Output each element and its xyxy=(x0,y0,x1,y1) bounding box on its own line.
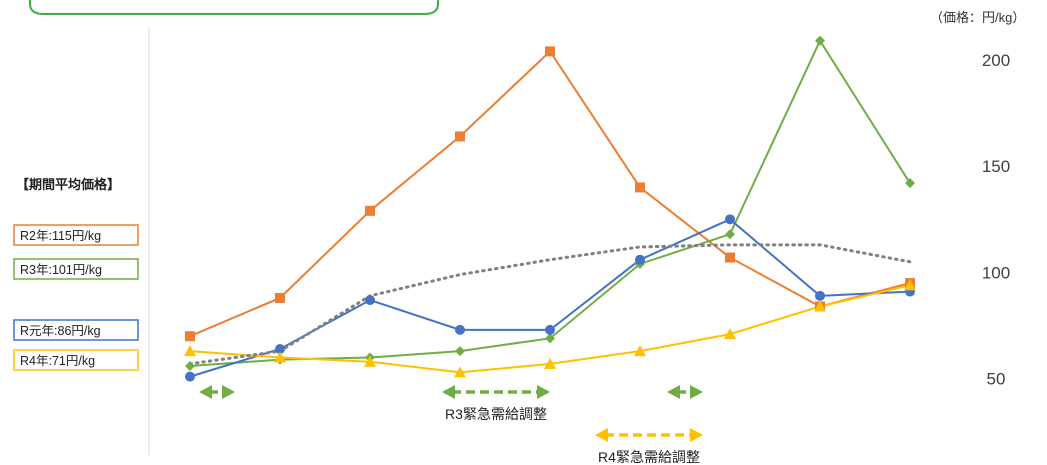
legend-label: R4年:71円/kg xyxy=(20,354,95,368)
legend-title: 【期間平均価格】 xyxy=(16,177,120,192)
legend-box xyxy=(13,349,139,371)
arrow-head-right xyxy=(537,385,550,399)
data-point xyxy=(455,346,465,357)
series-line xyxy=(189,49,911,338)
data-point xyxy=(905,178,915,189)
legend-label: R2年:115円/kg xyxy=(20,229,101,243)
data-point xyxy=(635,182,645,193)
y-tick-label: 50 xyxy=(987,370,1006,389)
data-point xyxy=(904,279,916,291)
arrow-head-left xyxy=(199,385,212,399)
data-point xyxy=(635,254,645,265)
y-tick-label: 200 xyxy=(982,51,1010,70)
legend-box xyxy=(13,319,139,341)
data-point xyxy=(815,35,825,46)
series-line xyxy=(188,243,912,366)
unit-label: （価格：円/kg） xyxy=(930,10,1025,25)
y-tick-labels: 50 100 150 200 xyxy=(982,51,1010,389)
data-point xyxy=(634,345,646,357)
y-tick-label: 100 xyxy=(982,263,1010,282)
arrow-head-right xyxy=(690,428,703,442)
data-point xyxy=(364,355,376,367)
arrow-head-left xyxy=(667,385,680,399)
data-point xyxy=(455,324,465,335)
legend-box xyxy=(13,258,139,280)
series-line xyxy=(189,38,911,367)
data-point xyxy=(545,333,555,344)
period-annotations: R3緊急需給調整 R4緊急需給調整 xyxy=(199,385,703,465)
arrow-head-right xyxy=(222,385,235,399)
series-line xyxy=(189,218,911,378)
data-point xyxy=(185,371,195,382)
data-point xyxy=(454,366,466,378)
data-point xyxy=(365,205,375,216)
data-point xyxy=(814,300,826,312)
data-point xyxy=(184,345,196,357)
period-label: R4緊急需給調整 xyxy=(598,449,700,465)
data-point xyxy=(185,360,195,371)
arrow-head-left xyxy=(595,428,608,442)
legend: R2年:115円/kg R3年:101円/kg R元年:86円/kg R4年:71円/… xyxy=(13,224,139,371)
arrow-head-left xyxy=(442,385,455,399)
legend-box xyxy=(13,224,139,246)
data-point xyxy=(545,324,555,335)
header-frame xyxy=(29,0,439,15)
data-point xyxy=(724,328,736,340)
period-label: R3緊急需給調整 xyxy=(445,406,547,422)
data-point xyxy=(365,295,375,306)
data-point xyxy=(725,214,735,225)
legend-label: R元年:86円/kg xyxy=(20,324,101,338)
data-point xyxy=(815,290,825,301)
data-point xyxy=(185,331,195,342)
data-point xyxy=(725,229,735,240)
data-point xyxy=(544,357,556,369)
data-point xyxy=(274,351,286,363)
series-markers xyxy=(184,35,916,382)
arrow-head-right xyxy=(690,385,703,399)
data-point xyxy=(275,292,285,303)
data-point xyxy=(545,46,555,57)
data-point xyxy=(725,252,735,263)
data-point xyxy=(275,343,285,354)
legend-label: R3年:101円/kg xyxy=(20,263,102,277)
data-point xyxy=(455,131,465,142)
y-tick-label: 150 xyxy=(982,157,1010,176)
